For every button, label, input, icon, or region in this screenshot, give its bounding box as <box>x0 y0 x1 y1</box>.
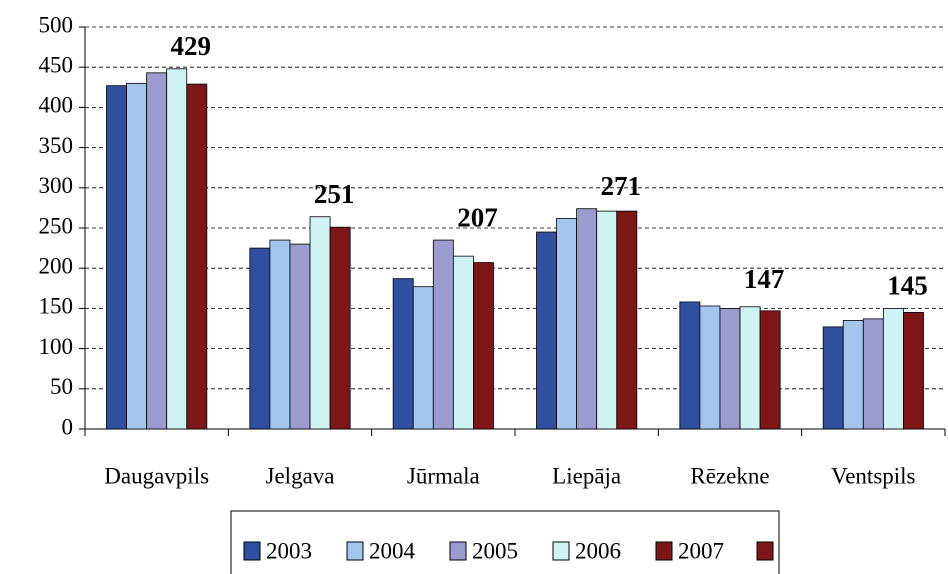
data-label: 145 <box>887 271 928 301</box>
bar <box>679 301 701 430</box>
bar <box>309 216 331 430</box>
bar <box>289 243 311 430</box>
bar <box>269 239 291 430</box>
legend-swatch <box>655 541 673 561</box>
y-tick-label: 350 <box>39 133 74 158</box>
bar <box>903 312 924 430</box>
x-tick-label: Jūrmala <box>407 463 480 488</box>
bar <box>719 307 741 430</box>
data-label: 429 <box>171 31 212 61</box>
legend-label: 2005 <box>472 538 518 563</box>
legend-label: 2004 <box>369 538 416 563</box>
data-label: 147 <box>744 264 785 294</box>
legend-label: 2003 <box>266 538 312 563</box>
bar <box>249 247 271 430</box>
legend-label: 2006 <box>575 538 621 563</box>
y-tick-label: 150 <box>39 294 74 319</box>
bar <box>882 307 904 430</box>
y-tick-label: 300 <box>39 173 74 198</box>
data-label: 207 <box>457 202 498 232</box>
data-label: 251 <box>314 179 355 209</box>
bar <box>822 326 844 430</box>
bar <box>452 255 474 430</box>
y-tick-label: 50 <box>50 374 73 399</box>
bar <box>739 306 761 430</box>
x-tick-label: Ventspils <box>831 463 915 488</box>
bar <box>412 286 434 430</box>
y-tick-label: 0 <box>62 414 74 439</box>
legend-swatch-extra <box>756 541 774 561</box>
legend-box <box>230 510 780 574</box>
bar <box>576 208 598 430</box>
y-tick-label: 100 <box>39 334 74 359</box>
x-tick-label: Daugavpils <box>104 463 209 488</box>
bar <box>106 85 127 430</box>
bar <box>616 210 638 430</box>
legend-swatch <box>449 541 467 561</box>
x-tick-label: Liepāja <box>552 463 621 488</box>
x-tick-label: Rēzekne <box>690 463 769 488</box>
y-tick-label: 450 <box>39 52 74 77</box>
bar <box>862 318 884 430</box>
bar <box>596 210 618 430</box>
bar <box>186 83 208 430</box>
bar <box>146 72 168 430</box>
y-tick-label: 400 <box>39 93 74 118</box>
bar <box>556 217 578 430</box>
bar <box>842 320 864 430</box>
bar <box>126 82 148 430</box>
y-tick-label: 200 <box>39 253 74 278</box>
legend-swatch <box>243 541 261 561</box>
bar <box>329 226 351 430</box>
bar <box>759 310 781 430</box>
y-tick-label: 250 <box>39 213 74 238</box>
bar <box>166 68 188 430</box>
legend-swatch <box>346 541 364 561</box>
data-label: 271 <box>601 171 642 201</box>
legend-swatch <box>552 541 570 561</box>
y-tick-label: 500 <box>39 12 74 37</box>
legend-label: 2007 <box>678 538 724 563</box>
bar <box>432 239 454 430</box>
bar <box>536 231 557 430</box>
bar <box>699 305 721 430</box>
bar <box>473 262 494 430</box>
bar <box>392 278 414 430</box>
x-tick-label: Jelgava <box>266 463 335 488</box>
